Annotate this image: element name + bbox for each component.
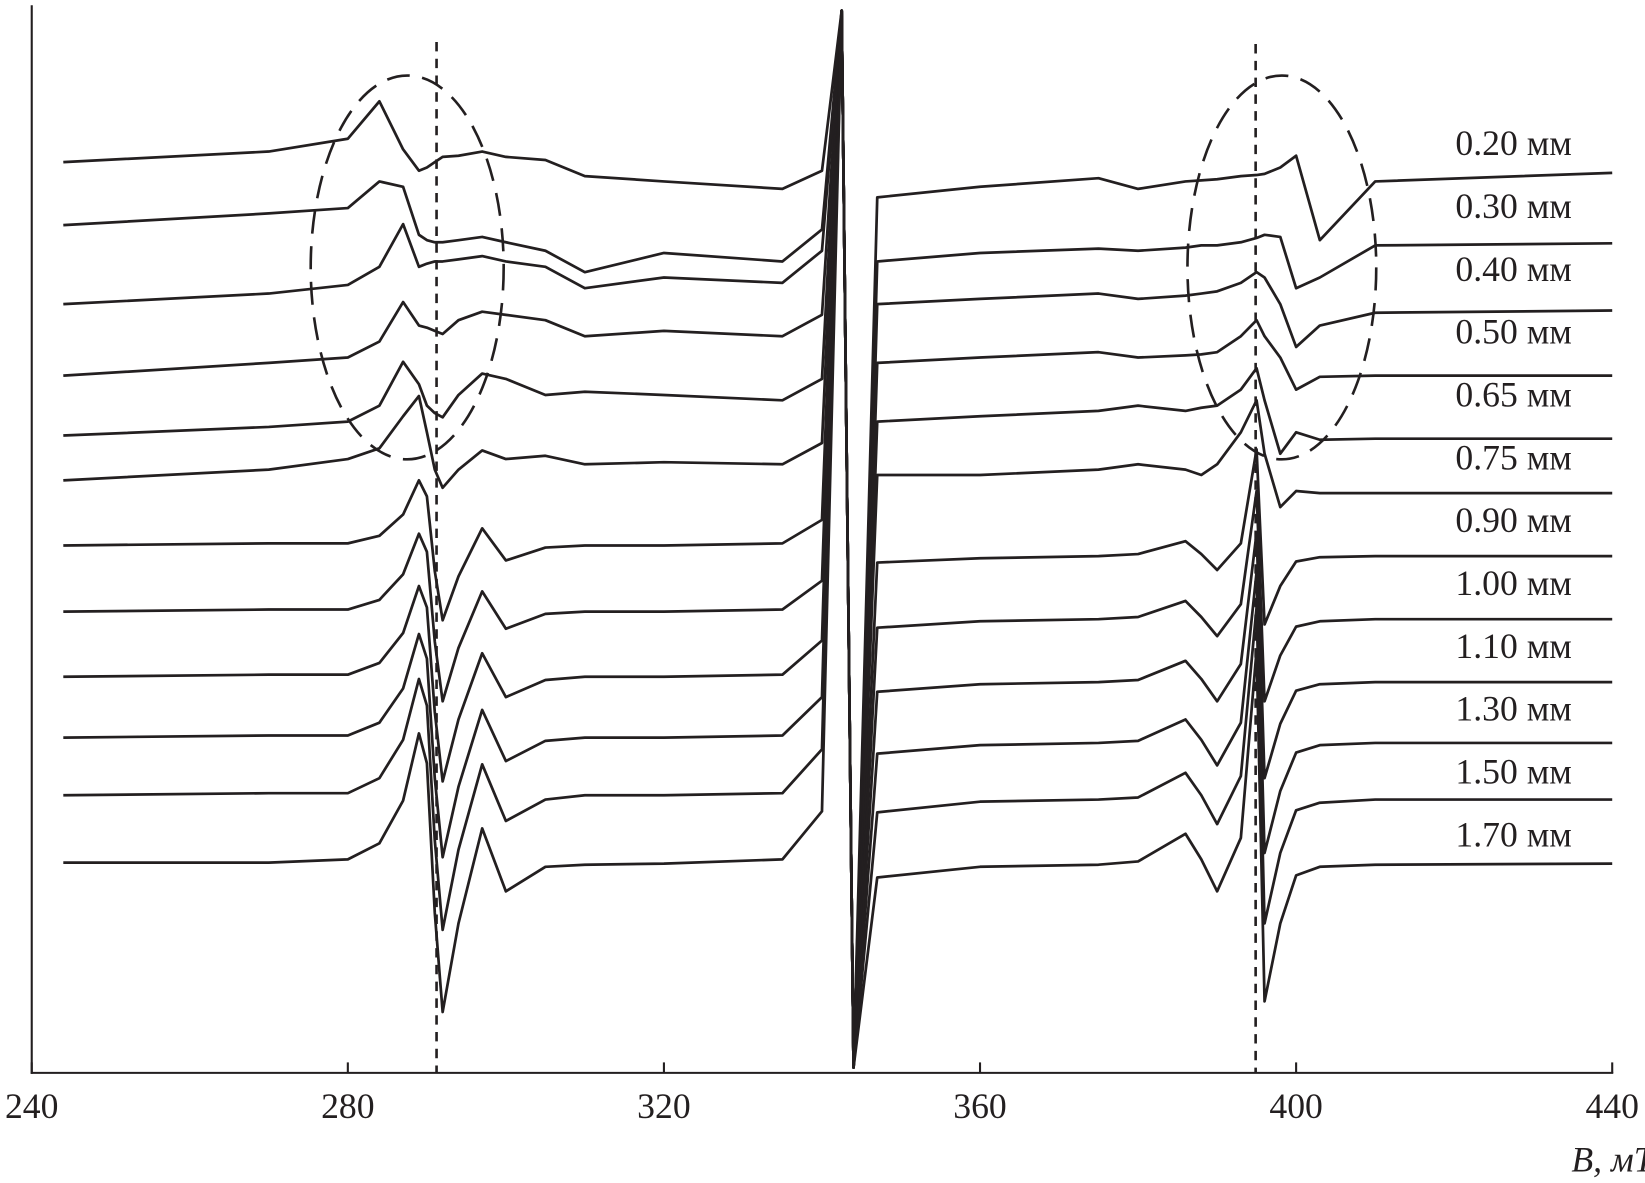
x-tick-label: 400 xyxy=(1269,1086,1322,1126)
series-label: 0.65 мм xyxy=(1455,375,1571,415)
series-label: 1.30 мм xyxy=(1455,689,1571,729)
series-label: 0.30 мм xyxy=(1455,186,1571,226)
spectrum-line xyxy=(63,9,1613,1069)
series-label: 0.90 мм xyxy=(1455,500,1571,540)
spectrum-line xyxy=(63,9,1613,1069)
x-tick-label: 240 xyxy=(5,1086,58,1126)
series-label: 1.00 мм xyxy=(1455,563,1571,603)
series-label: 0.40 мм xyxy=(1455,249,1571,289)
spectrum-line xyxy=(63,9,1613,1069)
series-label: 0.50 мм xyxy=(1455,312,1571,352)
highlight-ellipse xyxy=(1186,74,1378,461)
spectrum-line xyxy=(63,9,1613,1069)
series-label: 1.50 мм xyxy=(1455,752,1571,792)
x-axis-label: B, мТл xyxy=(1571,1139,1645,1179)
series-label: 1.70 мм xyxy=(1455,814,1571,854)
x-tick-label: 440 xyxy=(1585,1086,1638,1126)
x-tick-label: 360 xyxy=(953,1086,1006,1126)
spectrum-line xyxy=(63,9,1613,1069)
x-tick-label: 280 xyxy=(321,1086,374,1126)
highlight-ellipse xyxy=(309,74,505,461)
series-label: 0.75 мм xyxy=(1455,437,1571,477)
spectrum-line xyxy=(63,9,1613,1069)
series-label: 1.10 мм xyxy=(1455,626,1571,666)
x-tick-label: 320 xyxy=(637,1086,690,1126)
series-label: 0.20 мм xyxy=(1455,123,1571,163)
annotations xyxy=(309,41,1378,1073)
